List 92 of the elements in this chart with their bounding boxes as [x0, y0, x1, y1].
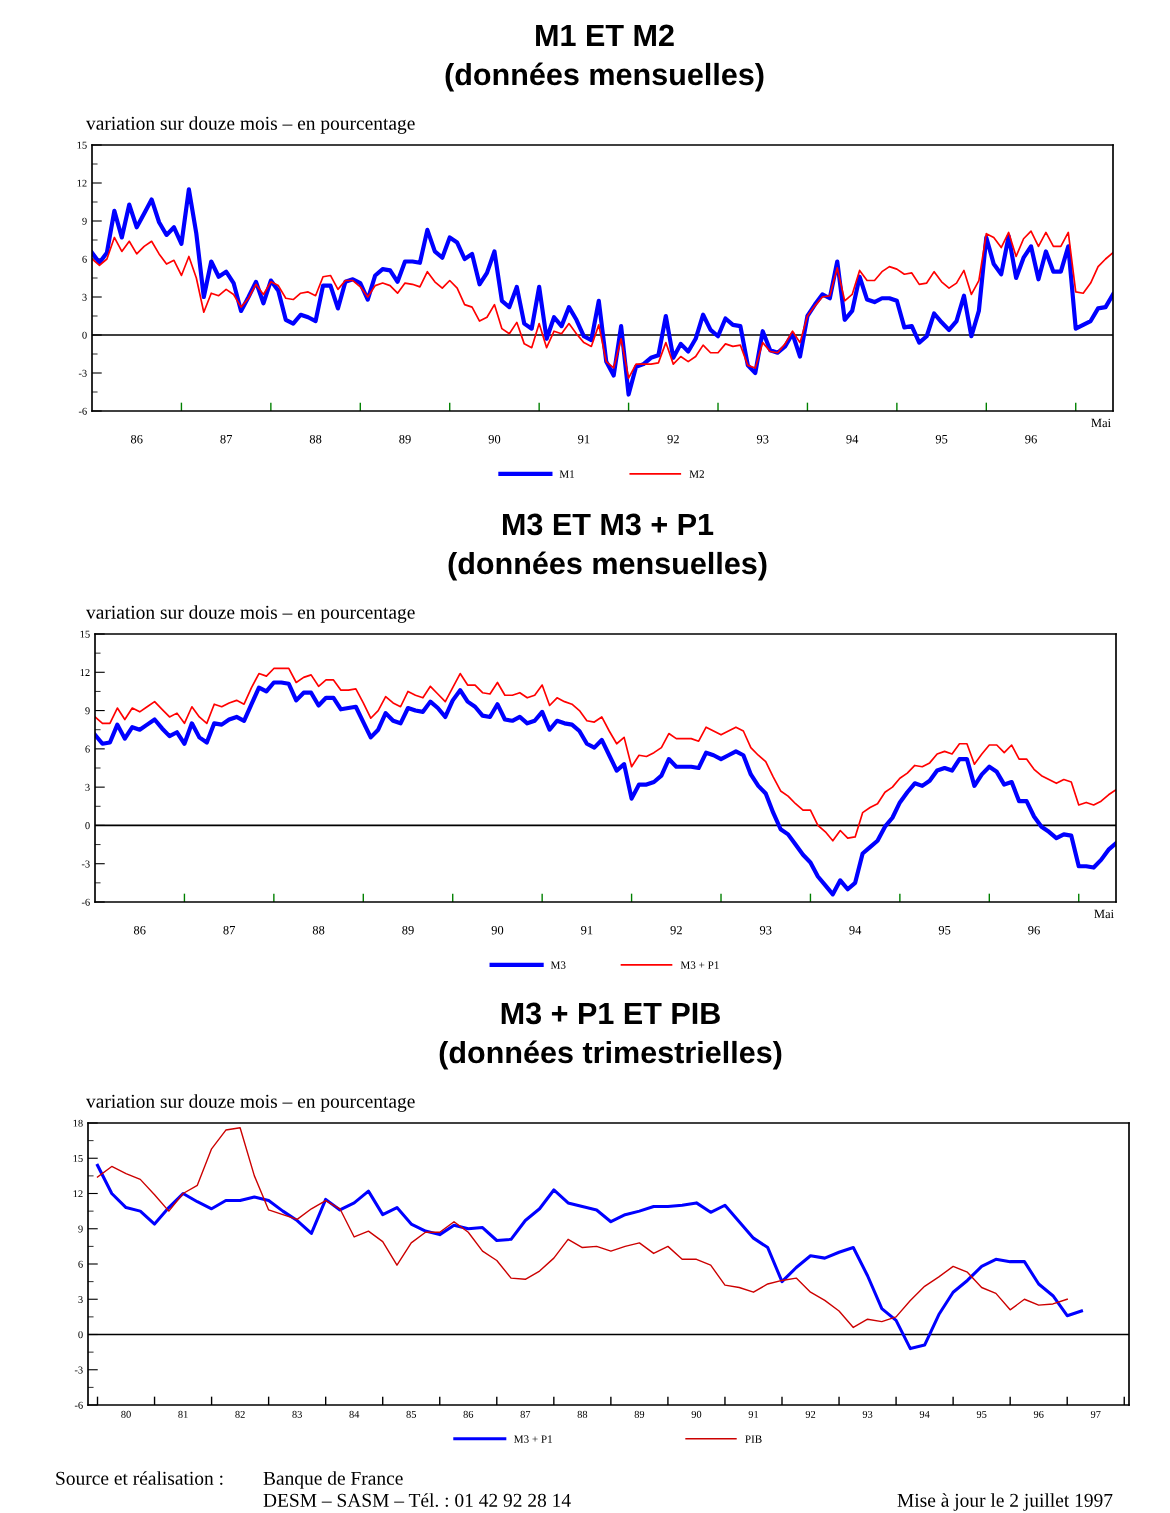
y-tick-label: 0 [85, 822, 90, 830]
x-tick-label: 94 [846, 435, 859, 444]
chart-subtitle: (données mensuelles) [448, 551, 767, 581]
chart-subtitle: (données trimestrielles) [439, 1040, 782, 1070]
line-series [96, 1127, 1068, 1329]
x-tick-label: 97 [1090, 1410, 1101, 1418]
line-series [92, 187, 1113, 397]
y-tick-label: 12 [77, 179, 87, 187]
chart-title: M3 + P1 ET PIB [501, 1002, 720, 1025]
y-tick-label: 0 [78, 1331, 83, 1339]
x-tick-label: 93 [862, 1410, 873, 1418]
x-tick-label: 87 [520, 1410, 531, 1418]
legend-label: M2 [689, 470, 704, 478]
x-tick-label: 89 [402, 925, 414, 935]
line-series [92, 230, 1113, 379]
chart-subtitle: (données mensuelles) [445, 62, 764, 92]
y-tick-label: -3 [78, 369, 87, 377]
y-tick-label: 12 [73, 1190, 83, 1198]
y-tick-label: 15 [73, 1154, 83, 1162]
x-tick-label: 91 [578, 435, 590, 444]
x-tick-label: 84 [349, 1410, 360, 1418]
x-tick-label: 93 [756, 435, 769, 444]
x-tick-label: 88 [309, 434, 322, 444]
x-tick-label: 86 [463, 1410, 474, 1418]
x-tick-label: 94 [919, 1410, 930, 1418]
line-series [95, 667, 1116, 842]
x-tick-label: 86 [133, 925, 146, 935]
x-tick-label: 82 [235, 1410, 245, 1418]
x-tick-label: 88 [577, 1410, 588, 1418]
x-tick-label: 95 [976, 1410, 987, 1418]
x-tick-label: 88 [312, 925, 325, 935]
chart-title: M3 ET M3 + P1 [502, 513, 714, 536]
y-tick-label: -3 [81, 860, 90, 868]
x-tick-label: 90 [691, 1410, 702, 1418]
line-series [95, 1163, 1083, 1351]
x-tick-label: 89 [634, 1410, 645, 1418]
text: Mise à jour le 2 juillet 1997 [897, 1493, 1113, 1511]
x-tick-label: 87 [223, 925, 236, 935]
x-tick-label: 92 [670, 926, 682, 935]
y-tick-label: 0 [82, 331, 87, 339]
legend-label: PIB [745, 1435, 762, 1443]
x-tick-label: 91 [748, 1410, 759, 1418]
y-axis-title: variation sur douze mois – en pourcentage [86, 116, 415, 134]
x-tick-label: 95 [938, 926, 951, 935]
y-tick-label: 6 [78, 1260, 83, 1268]
x-tick-label: 85 [406, 1410, 417, 1418]
line-series [95, 680, 1116, 897]
x-tick-label: 93 [759, 926, 772, 935]
x-tick-label: 96 [1033, 1410, 1044, 1418]
x-tick-label: 86 [130, 434, 143, 444]
x-tick-label: 92 [667, 435, 679, 444]
text: DESM – SASM – Tél. : 01 42 92 28 14 [263, 1493, 571, 1507]
y-axis-title: variation sur douze mois – en pourcentage [86, 605, 415, 623]
chart-title: M1 ET M2 [536, 24, 674, 46]
y-tick-label: -3 [74, 1366, 83, 1374]
y-tick-label: 15 [80, 630, 90, 638]
y-tick-label: 3 [82, 293, 87, 301]
y-tick-label: 9 [85, 707, 90, 715]
y-tick-label: 18 [73, 1119, 83, 1127]
y-tick-label: 12 [80, 669, 90, 676]
text: Banque de France [263, 1471, 403, 1489]
text: Mai [1091, 418, 1111, 428]
source-note: Source et réalisation : [56, 1471, 223, 1485]
x-tick-label: 95 [935, 435, 948, 444]
legend-label: M3 [550, 961, 566, 969]
y-tick-label: 9 [78, 1225, 83, 1233]
x-tick-label: 80 [121, 1410, 131, 1418]
legend-label: M3 + P1 [514, 1435, 553, 1443]
y-tick-label: -6 [74, 1401, 83, 1409]
x-tick-label: 96 [1028, 926, 1040, 935]
x-tick-label: 89 [399, 434, 411, 444]
y-tick-label: 6 [82, 255, 87, 263]
x-tick-label: 96 [1025, 435, 1037, 444]
text: Mai [1094, 909, 1114, 919]
y-axis-title: variation sur douze mois – en pourcentage [86, 1094, 415, 1112]
y-tick-label: -6 [81, 898, 90, 906]
y-tick-label: 3 [85, 783, 90, 791]
x-tick-label: 90 [491, 925, 504, 935]
y-tick-label: 3 [78, 1295, 83, 1303]
y-tick-label: 15 [77, 141, 87, 149]
x-tick-label: 90 [488, 434, 501, 444]
y-tick-label: 9 [82, 217, 87, 225]
legend-label: M3 + P1 [680, 961, 719, 969]
y-tick-label: -6 [78, 407, 87, 415]
x-tick-label: 81 [178, 1410, 188, 1418]
x-tick-label: 94 [849, 926, 862, 935]
y-tick-label: 6 [85, 745, 90, 753]
x-tick-label: 92 [805, 1410, 816, 1418]
x-tick-label: 87 [220, 434, 233, 444]
legend-label: M1 [559, 470, 575, 478]
x-tick-label: 91 [581, 926, 593, 935]
x-tick-label: 83 [292, 1410, 302, 1418]
